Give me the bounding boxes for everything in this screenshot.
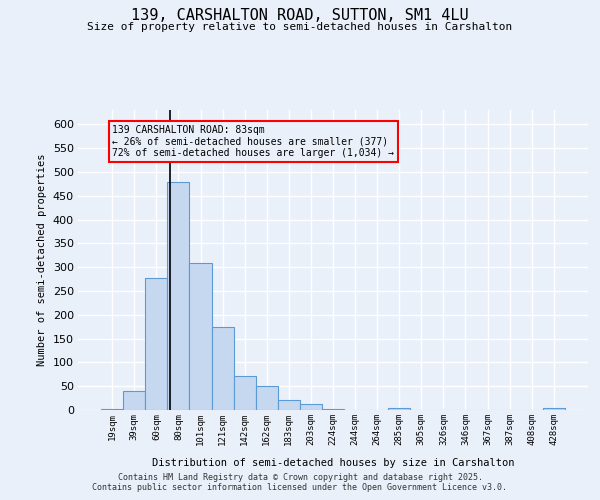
Bar <box>256 386 278 410</box>
Bar <box>123 391 145 410</box>
Bar <box>322 409 344 410</box>
Bar <box>190 264 212 410</box>
Bar <box>278 400 300 410</box>
Text: Distribution of semi-detached houses by size in Carshalton: Distribution of semi-detached houses by … <box>152 458 514 468</box>
Bar <box>167 182 190 410</box>
Bar <box>543 408 565 410</box>
Y-axis label: Number of semi-detached properties: Number of semi-detached properties <box>37 154 47 366</box>
Bar <box>233 376 256 410</box>
Text: Contains HM Land Registry data © Crown copyright and database right 2025.
Contai: Contains HM Land Registry data © Crown c… <box>92 473 508 492</box>
Bar <box>101 409 123 410</box>
Bar <box>212 326 233 410</box>
Bar <box>300 404 322 410</box>
Bar <box>145 278 167 410</box>
Text: Size of property relative to semi-detached houses in Carshalton: Size of property relative to semi-detach… <box>88 22 512 32</box>
Bar <box>388 408 410 410</box>
Text: 139, CARSHALTON ROAD, SUTTON, SM1 4LU: 139, CARSHALTON ROAD, SUTTON, SM1 4LU <box>131 8 469 22</box>
Text: 139 CARSHALTON ROAD: 83sqm
← 26% of semi-detached houses are smaller (377)
72% o: 139 CARSHALTON ROAD: 83sqm ← 26% of semi… <box>112 125 394 158</box>
